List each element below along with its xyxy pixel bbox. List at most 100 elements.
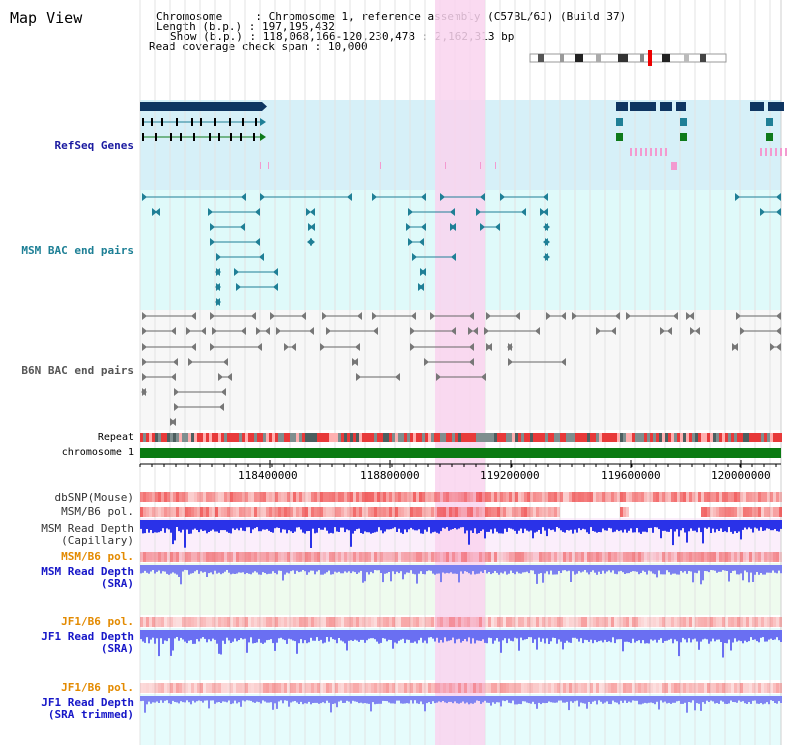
jf1-pol2-cell — [260, 683, 263, 693]
msm-pol-cell — [359, 507, 362, 517]
jf1-pol2-cell — [605, 683, 608, 693]
jf1-trim-depth-bar — [358, 696, 360, 704]
msm-cap-depth-bar — [266, 520, 268, 530]
msm-pol-cell — [551, 507, 554, 517]
jf1-trim-depth-bar — [426, 696, 428, 704]
jf1-pol2-cell — [173, 683, 176, 693]
jf1-trim-depth-bar — [758, 696, 760, 704]
repeat-segment — [224, 433, 227, 442]
exon-mark — [191, 118, 193, 126]
msm-pol2-cell — [245, 552, 248, 562]
jf1-pol-cell — [767, 617, 770, 627]
length-value: 197,195,432 — [261, 20, 335, 33]
dbsnp-cell — [497, 492, 500, 502]
msm-pol2-cell — [461, 552, 464, 562]
msm-sra-depth-bar — [332, 565, 334, 575]
gene-block — [616, 102, 628, 111]
msm-cap-depth-bar — [738, 520, 740, 532]
repeat-segment — [500, 433, 503, 442]
jf1-pol2-cell — [776, 683, 779, 693]
jf1-pol2-cell — [398, 683, 401, 693]
bac-end-arrow — [660, 327, 665, 335]
jf1-pol-cell — [236, 617, 239, 627]
bac-end-arrow — [142, 312, 147, 320]
msm-cap-depth-bar — [474, 520, 476, 529]
bac-end-arrow — [419, 238, 424, 246]
msm-cap-depth-bar — [760, 520, 762, 528]
jf1-pol2-cell — [638, 683, 641, 693]
label-msm-b6-pol-2: MSM/B6 pol. — [61, 550, 134, 563]
jf1-pol2-cell — [416, 683, 419, 693]
msm-sra-depth-bar — [550, 565, 552, 571]
msm-sra-depth-bar — [206, 565, 208, 577]
msm-pol-cell — [206, 507, 209, 517]
msm-cap-depth-bar — [486, 520, 488, 532]
repeat-segment — [257, 433, 260, 442]
jf1-sra-depth-bar — [182, 630, 184, 640]
jf1-trim-depth-bar — [666, 696, 668, 704]
msm-pol2-cell — [611, 552, 614, 562]
msm-pol-cell — [380, 507, 383, 517]
msm-pol2-cell — [722, 552, 725, 562]
msm-sra-depth-bar — [350, 565, 352, 574]
jf1-pol2-cell — [332, 683, 335, 693]
msm-pol2-cell — [344, 552, 347, 562]
msm-sra-depth-bar — [194, 565, 196, 572]
jf1-trim-depth-bar — [728, 696, 730, 704]
jf1-trim-depth-bar — [350, 696, 352, 704]
msm-pol-cell — [281, 507, 284, 517]
msm-sra-depth-bar — [242, 565, 244, 573]
msm-sra-depth-bar — [532, 565, 534, 571]
jf1-trim-depth-bar — [378, 696, 380, 704]
repeat-segment — [593, 433, 596, 442]
msm-sra-depth-bar — [428, 565, 430, 571]
msm-cap-depth-bar — [210, 520, 212, 531]
jf1-trim-depth-bar — [450, 696, 452, 702]
msm-sra-depth-bar — [496, 565, 498, 573]
repeat-segment — [170, 433, 173, 442]
jf1-sra-depth-bar — [418, 630, 420, 641]
jf1-pol2-cell — [341, 683, 344, 693]
bac-end-arrow — [450, 208, 455, 216]
jf1-sra-depth-bar — [524, 630, 526, 640]
msm-pol-cell — [365, 507, 368, 517]
jf1-trim-depth-bar — [306, 696, 308, 704]
msm-pol-cell — [209, 507, 212, 517]
jf1-pol-cell — [758, 617, 761, 627]
jf1-sra-depth-bar — [644, 630, 646, 644]
jf1-pol2-cell — [302, 683, 305, 693]
jf1-pol2-cell — [245, 683, 248, 693]
msm-pol2-cell — [203, 552, 206, 562]
jf1-pol2-cell — [515, 683, 518, 693]
jf1-pol-cell — [566, 617, 569, 627]
msm-cap-depth-bar — [770, 520, 772, 531]
msm-cap-depth-bar — [240, 520, 242, 528]
jf1-sra-depth-bar — [212, 630, 214, 639]
jf1-trim-depth-bar — [338, 696, 340, 702]
jf1-pol2-cell — [380, 683, 383, 693]
msm-cap-depth-bar — [746, 520, 748, 530]
repeat-segment — [716, 433, 719, 442]
jf1-trim-depth-bar — [152, 696, 154, 703]
jf1-sra-depth-bar — [688, 630, 690, 639]
msm-sra-depth-bar — [184, 565, 186, 570]
jf1-trim-depth-bar — [544, 696, 546, 704]
jf1-trim-depth-bar — [636, 696, 638, 701]
msm-sra-depth-bar — [176, 565, 178, 575]
repeat-segment — [335, 433, 338, 442]
page-title: Map View — [10, 9, 83, 27]
jf1-sra-depth-bar — [488, 630, 490, 638]
msm-pol2-cell — [653, 552, 656, 562]
msm-cap-depth-bar — [156, 520, 158, 533]
msm-cap-depth-bar — [366, 520, 368, 533]
bac-end-arrow — [673, 312, 678, 320]
msm-sra-depth-bar — [312, 565, 314, 571]
msm-sra-depth-bar — [510, 565, 512, 571]
msm-cap-depth-bar — [528, 520, 530, 532]
jf1-trim-depth-bar — [576, 696, 578, 701]
msm-sra-depth-bar — [742, 565, 744, 581]
msm-pol-cell — [314, 507, 317, 517]
jf1-trim-depth-bar — [436, 696, 438, 703]
msm-sra-depth-bar — [514, 565, 516, 575]
